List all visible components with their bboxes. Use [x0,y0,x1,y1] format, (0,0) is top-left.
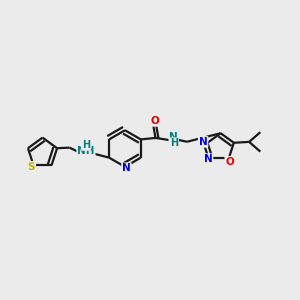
Text: N: N [199,137,208,147]
Text: H: H [170,138,178,148]
Text: O: O [225,157,234,167]
Text: N: N [204,154,212,164]
Text: S: S [28,162,35,172]
Text: H: H [82,140,90,150]
Text: NH: NH [77,146,95,157]
Text: N: N [169,132,178,142]
Text: O: O [150,116,159,126]
Text: N: N [122,163,131,173]
